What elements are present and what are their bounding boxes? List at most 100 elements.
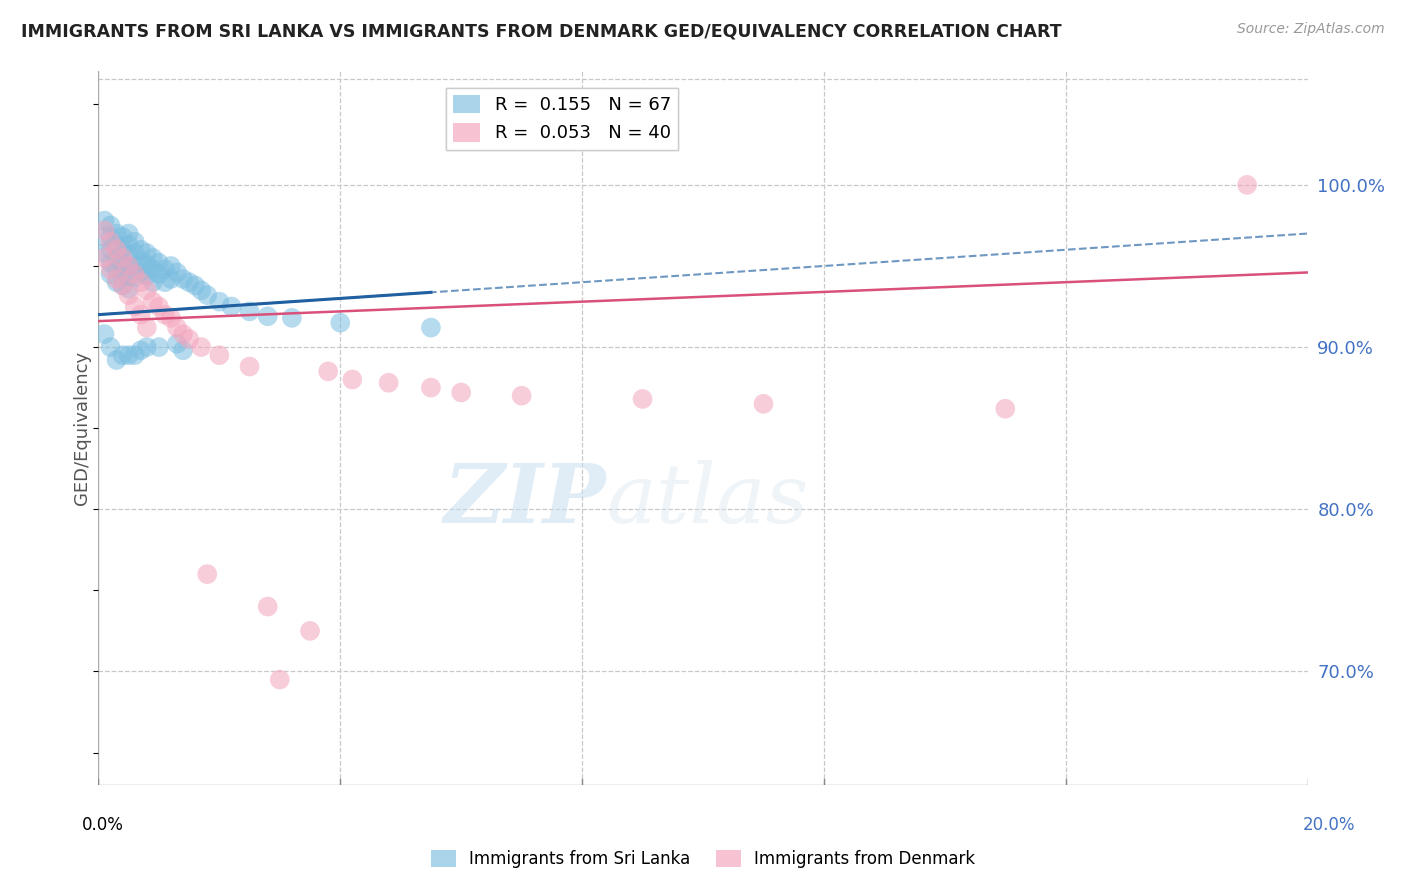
Point xyxy=(208,294,231,309)
Point xyxy=(111,278,134,293)
Point xyxy=(195,567,218,582)
Point xyxy=(510,389,533,403)
Point xyxy=(135,283,157,297)
Point xyxy=(124,267,146,281)
Legend: R =  0.155   N = 67, R =  0.053   N = 40: R = 0.155 N = 67, R = 0.053 N = 40 xyxy=(446,87,678,150)
Point xyxy=(377,376,399,390)
Point xyxy=(118,227,141,241)
Point xyxy=(166,320,188,334)
Point xyxy=(172,327,194,342)
Point xyxy=(105,238,128,252)
Point xyxy=(93,327,115,342)
Point xyxy=(111,243,134,257)
Point xyxy=(100,229,122,244)
Point xyxy=(100,267,122,281)
Point xyxy=(100,243,122,257)
Point xyxy=(208,348,231,362)
Point xyxy=(142,262,165,277)
Y-axis label: GED/Equivalency: GED/Equivalency xyxy=(73,351,91,505)
Point xyxy=(420,381,443,395)
Text: IMMIGRANTS FROM SRI LANKA VS IMMIGRANTS FROM DENMARK GED/EQUIVALENCY CORRELATION: IMMIGRANTS FROM SRI LANKA VS IMMIGRANTS … xyxy=(21,22,1062,40)
Point xyxy=(105,243,128,257)
Point xyxy=(195,288,218,302)
Point xyxy=(172,272,194,286)
Point xyxy=(124,235,146,249)
Point xyxy=(118,282,141,296)
Point xyxy=(124,270,146,285)
Point xyxy=(1236,178,1258,192)
Point xyxy=(135,320,157,334)
Text: atlas: atlas xyxy=(606,459,808,540)
Point xyxy=(118,259,141,273)
Point xyxy=(93,246,115,260)
Point xyxy=(111,267,134,281)
Point xyxy=(118,288,141,302)
Point xyxy=(329,316,352,330)
Point xyxy=(269,673,291,687)
Point xyxy=(129,254,152,268)
Point xyxy=(142,275,165,289)
Point xyxy=(111,251,134,265)
Point xyxy=(93,213,115,227)
Point xyxy=(118,247,141,261)
Point xyxy=(148,256,170,270)
Point xyxy=(93,229,115,244)
Point xyxy=(100,219,122,233)
Text: ZIP: ZIP xyxy=(444,459,606,540)
Point xyxy=(153,262,176,277)
Point xyxy=(148,300,170,314)
Point xyxy=(105,262,128,277)
Point xyxy=(93,223,115,237)
Point xyxy=(124,348,146,362)
Point xyxy=(148,267,170,281)
Text: 20.0%: 20.0% xyxy=(1302,816,1355,834)
Point xyxy=(256,599,278,614)
Point xyxy=(752,397,775,411)
Point xyxy=(184,278,207,293)
Point xyxy=(148,340,170,354)
Point xyxy=(111,229,134,244)
Point xyxy=(221,300,243,314)
Point xyxy=(129,275,152,289)
Point xyxy=(118,348,141,362)
Point xyxy=(190,340,212,354)
Point xyxy=(166,265,188,279)
Point xyxy=(100,256,122,270)
Text: 0.0%: 0.0% xyxy=(82,816,124,834)
Point xyxy=(105,275,128,289)
Point xyxy=(135,246,157,260)
Point xyxy=(160,310,183,325)
Point xyxy=(160,272,183,286)
Point xyxy=(100,262,122,277)
Point xyxy=(129,265,152,279)
Point xyxy=(111,256,134,270)
Point xyxy=(105,227,128,241)
Point xyxy=(153,308,176,322)
Point xyxy=(316,364,339,378)
Point xyxy=(118,270,141,285)
Point xyxy=(105,251,128,265)
Point xyxy=(118,238,141,252)
Point xyxy=(100,235,122,249)
Point xyxy=(420,320,443,334)
Point xyxy=(129,343,152,358)
Point xyxy=(256,310,278,324)
Point xyxy=(239,304,262,318)
Point xyxy=(111,348,134,362)
Point xyxy=(111,278,134,293)
Point xyxy=(93,251,115,265)
Point xyxy=(100,340,122,354)
Point xyxy=(124,300,146,314)
Point xyxy=(153,275,176,289)
Point xyxy=(135,268,157,283)
Point xyxy=(172,343,194,358)
Point xyxy=(135,257,157,271)
Point xyxy=(179,332,201,346)
Text: Source: ZipAtlas.com: Source: ZipAtlas.com xyxy=(1237,22,1385,37)
Point xyxy=(105,272,128,286)
Point xyxy=(450,385,472,400)
Point xyxy=(166,336,188,351)
Point xyxy=(118,259,141,273)
Point xyxy=(135,340,157,354)
Point xyxy=(239,359,262,374)
